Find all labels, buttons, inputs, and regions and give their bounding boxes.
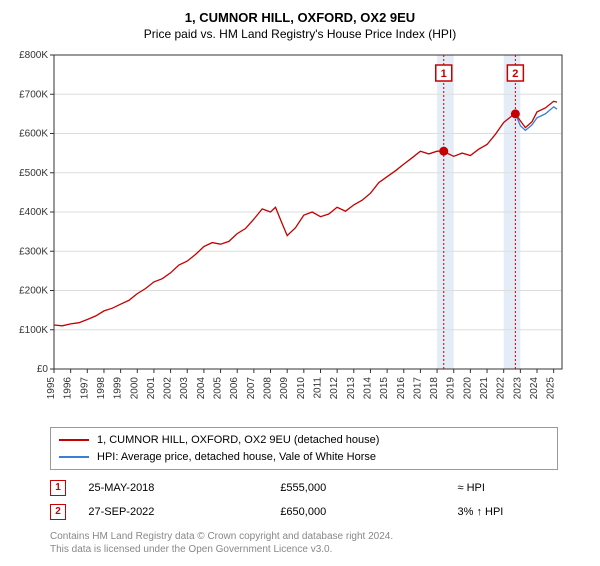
- svg-text:2021: 2021: [479, 377, 490, 400]
- svg-text:2022: 2022: [496, 377, 507, 400]
- table-row: 227-SEP-2022£650,0003% ↑ HPI: [50, 500, 540, 524]
- svg-text:£300K: £300K: [19, 246, 48, 257]
- svg-text:2004: 2004: [196, 377, 207, 400]
- svg-text:1: 1: [441, 68, 447, 80]
- svg-text:2011: 2011: [312, 377, 323, 399]
- svg-text:£800K: £800K: [19, 50, 48, 61]
- legend-swatch: [59, 456, 89, 458]
- chart-subtitle: Price paid vs. HM Land Registry's House …: [10, 27, 590, 41]
- svg-text:2013: 2013: [346, 377, 357, 400]
- svg-text:2009: 2009: [279, 377, 290, 400]
- svg-text:1998: 1998: [96, 377, 107, 400]
- table-row: 125-MAY-2018£555,000≈ HPI: [50, 476, 540, 500]
- svg-text:1997: 1997: [79, 377, 90, 400]
- svg-text:2015: 2015: [379, 377, 390, 400]
- legend-row: HPI: Average price, detached house, Vale…: [59, 449, 549, 466]
- transaction-marker: 1: [50, 480, 66, 496]
- svg-text:2007: 2007: [246, 377, 257, 400]
- transaction-marker: 2: [50, 504, 66, 520]
- svg-text:1995: 1995: [46, 377, 57, 400]
- svg-text:£700K: £700K: [19, 89, 48, 100]
- chart-area: £0 £100K £200K £300K £400K £500K £600K £700K £80…: [10, 49, 570, 419]
- svg-text:2001: 2001: [146, 377, 157, 400]
- svg-text:£200K: £200K: [19, 286, 48, 297]
- legend-row: 1, CUMNOR HILL, OXFORD, OX2 9EU (detache…: [59, 432, 549, 449]
- legend-swatch: [59, 439, 89, 441]
- svg-text:£400K: £400K: [19, 207, 48, 218]
- svg-text:1996: 1996: [63, 377, 74, 400]
- footer-line-2: This data is licensed under the Open Gov…: [50, 543, 540, 556]
- svg-text:1999: 1999: [113, 377, 124, 400]
- line-chart-svg: £0 £100K £200K £300K £400K £500K £600K £700K £80…: [10, 49, 570, 419]
- svg-text:2025: 2025: [546, 377, 557, 400]
- svg-text:2024: 2024: [529, 377, 540, 400]
- transactions-table: 125-MAY-2018£555,000≈ HPI227-SEP-2022£65…: [50, 476, 540, 524]
- svg-text:2016: 2016: [396, 377, 407, 400]
- svg-text:2019: 2019: [446, 377, 457, 400]
- svg-text:£0: £0: [37, 364, 49, 375]
- legend-label: HPI: Average price, detached house, Vale…: [97, 449, 376, 466]
- svg-text:2018: 2018: [429, 377, 440, 400]
- legend: 1, CUMNOR HILL, OXFORD, OX2 9EU (detache…: [50, 427, 558, 470]
- svg-text:2008: 2008: [263, 377, 274, 400]
- svg-text:£500K: £500K: [19, 168, 48, 179]
- svg-text:2: 2: [512, 68, 518, 80]
- footer-line-1: Contains HM Land Registry data © Crown c…: [50, 530, 540, 543]
- svg-text:2017: 2017: [412, 377, 423, 400]
- svg-text:2012: 2012: [329, 377, 340, 400]
- chart-title: 1, CUMNOR HILL, OXFORD, OX2 9EU: [10, 10, 590, 25]
- svg-text:2000: 2000: [129, 377, 140, 400]
- svg-text:2002: 2002: [163, 377, 174, 400]
- footer-attribution: Contains HM Land Registry data © Crown c…: [50, 530, 540, 556]
- svg-text:2023: 2023: [512, 377, 523, 400]
- svg-text:2020: 2020: [462, 377, 473, 400]
- svg-text:2010: 2010: [296, 377, 307, 400]
- svg-text:£600K: £600K: [19, 129, 48, 140]
- svg-text:2005: 2005: [213, 377, 224, 400]
- svg-text:2014: 2014: [362, 377, 373, 400]
- svg-text:2003: 2003: [179, 377, 190, 400]
- legend-label: 1, CUMNOR HILL, OXFORD, OX2 9EU (detache…: [97, 432, 379, 449]
- svg-text:2006: 2006: [229, 377, 240, 400]
- svg-text:£100K: £100K: [19, 325, 48, 336]
